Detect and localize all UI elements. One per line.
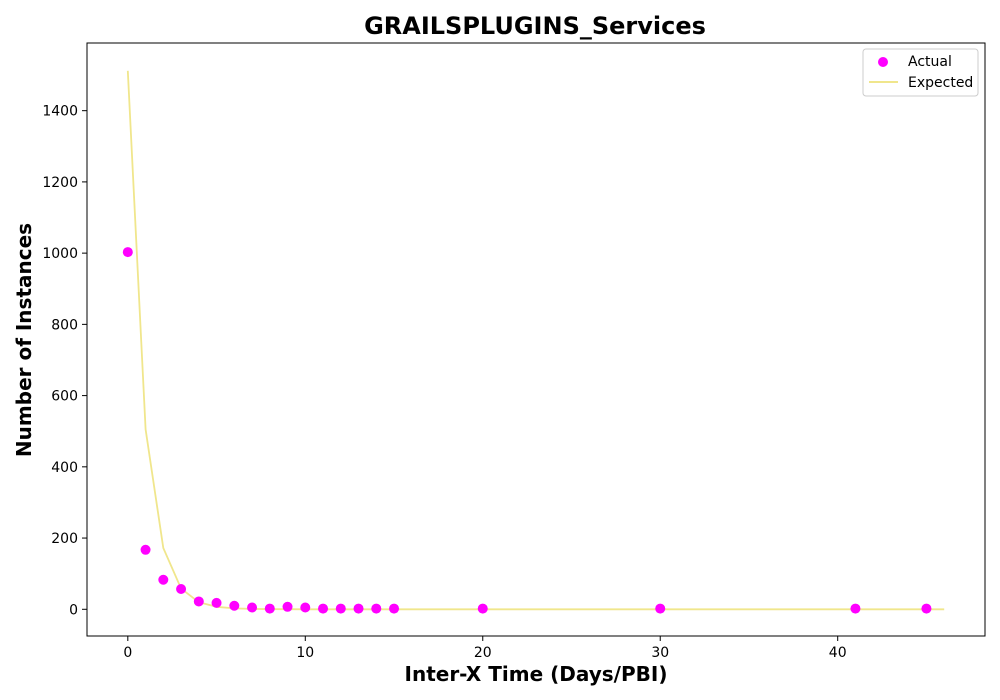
actual-point (318, 603, 329, 614)
x-tick-label: 30 (651, 645, 669, 661)
actual-point (176, 583, 187, 594)
actual-point (477, 603, 488, 614)
actual-point (282, 601, 293, 612)
legend: Actual Expected (862, 48, 979, 97)
x-tick-label: 10 (296, 645, 314, 661)
y-tick-label: 400 (51, 460, 78, 476)
plot-content (122, 70, 945, 614)
y-tick-label: 1200 (42, 175, 78, 191)
actual-point (921, 603, 932, 614)
actual-point (655, 603, 666, 614)
actual-point (140, 544, 151, 555)
actual-point (211, 597, 222, 608)
legend-box (862, 48, 979, 97)
actual-point (371, 603, 382, 614)
legend-actual-label: Actual (908, 54, 952, 70)
actual-point (193, 596, 204, 607)
y-tick-label: 200 (51, 531, 78, 547)
actual-point (122, 247, 133, 258)
actual-point (158, 574, 169, 585)
actual-point (389, 603, 400, 614)
plot-area (86, 42, 986, 637)
actual-point (353, 603, 364, 614)
actual-point (264, 603, 275, 614)
x-tick-label: 40 (829, 645, 847, 661)
y-tick-label: 1400 (42, 104, 78, 120)
y-tick-label: 0 (69, 602, 78, 618)
legend-expected-label: Expected (908, 75, 973, 91)
x-tick-label: 20 (474, 645, 492, 661)
chart-title: GRAILSPLUGINS_Services (364, 12, 706, 40)
actual-point (229, 600, 240, 611)
y-tick-label: 1000 (42, 246, 78, 262)
legend-actual-marker (878, 57, 888, 67)
y-tick-label: 800 (51, 317, 78, 333)
actual-point (300, 602, 311, 613)
y-tick-label: 600 (51, 389, 78, 405)
actual-point (247, 602, 258, 613)
y-axis-label: Number of Instances (12, 223, 36, 457)
actual-point (335, 603, 346, 614)
actual-point (850, 603, 861, 614)
x-tick-label: 0 (123, 645, 132, 661)
x-axis-label: Inter-X Time (Days/PBI) (405, 662, 668, 686)
